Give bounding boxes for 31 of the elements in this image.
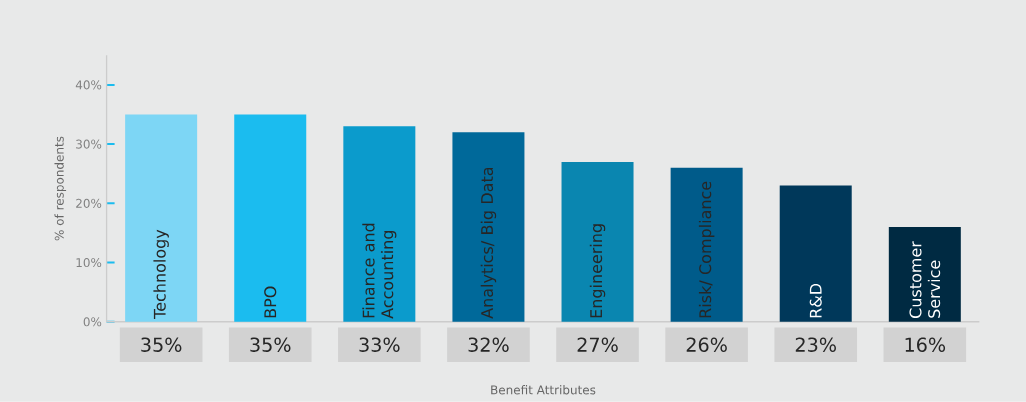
bar [125,114,198,322]
data-label: 16% [905,337,946,353]
bar [343,126,416,322]
x-tick-label: Customer Service [909,241,941,319]
data-label: 33% [359,337,400,353]
bar [234,114,307,322]
x-tick-label: Finance and Accounting [362,223,397,319]
y-tick-label: 10% [76,258,102,268]
data-label: 35% [141,337,182,353]
bar [888,227,961,322]
x-tick-label: Risk/ Compliance [698,181,715,318]
x-tick-label: Engineering [589,224,606,318]
x-tick-label: Technology [153,229,169,320]
data-label: 27% [577,337,618,353]
data-label: 26% [686,337,727,353]
x-tick-label: Analytics/ Big Data [480,168,497,319]
bar [561,162,634,322]
bar [452,132,525,322]
x-tick-label: BPO [264,286,277,318]
y-tick-label: 0% [83,317,102,327]
x-tick-label: R&D [809,284,822,318]
y-axis-title: % of respondents [54,136,67,241]
y-tick-label: 40% [75,80,102,90]
bar [670,167,743,322]
data-label: 35% [250,337,291,353]
y-tick-label: 30% [76,139,102,149]
y-tick-label: 20% [76,198,102,208]
data-label: 32% [468,337,509,353]
x-axis-title: Benefit Attributes [491,385,596,395]
bar [779,185,852,322]
data-label: 23% [795,337,836,353]
